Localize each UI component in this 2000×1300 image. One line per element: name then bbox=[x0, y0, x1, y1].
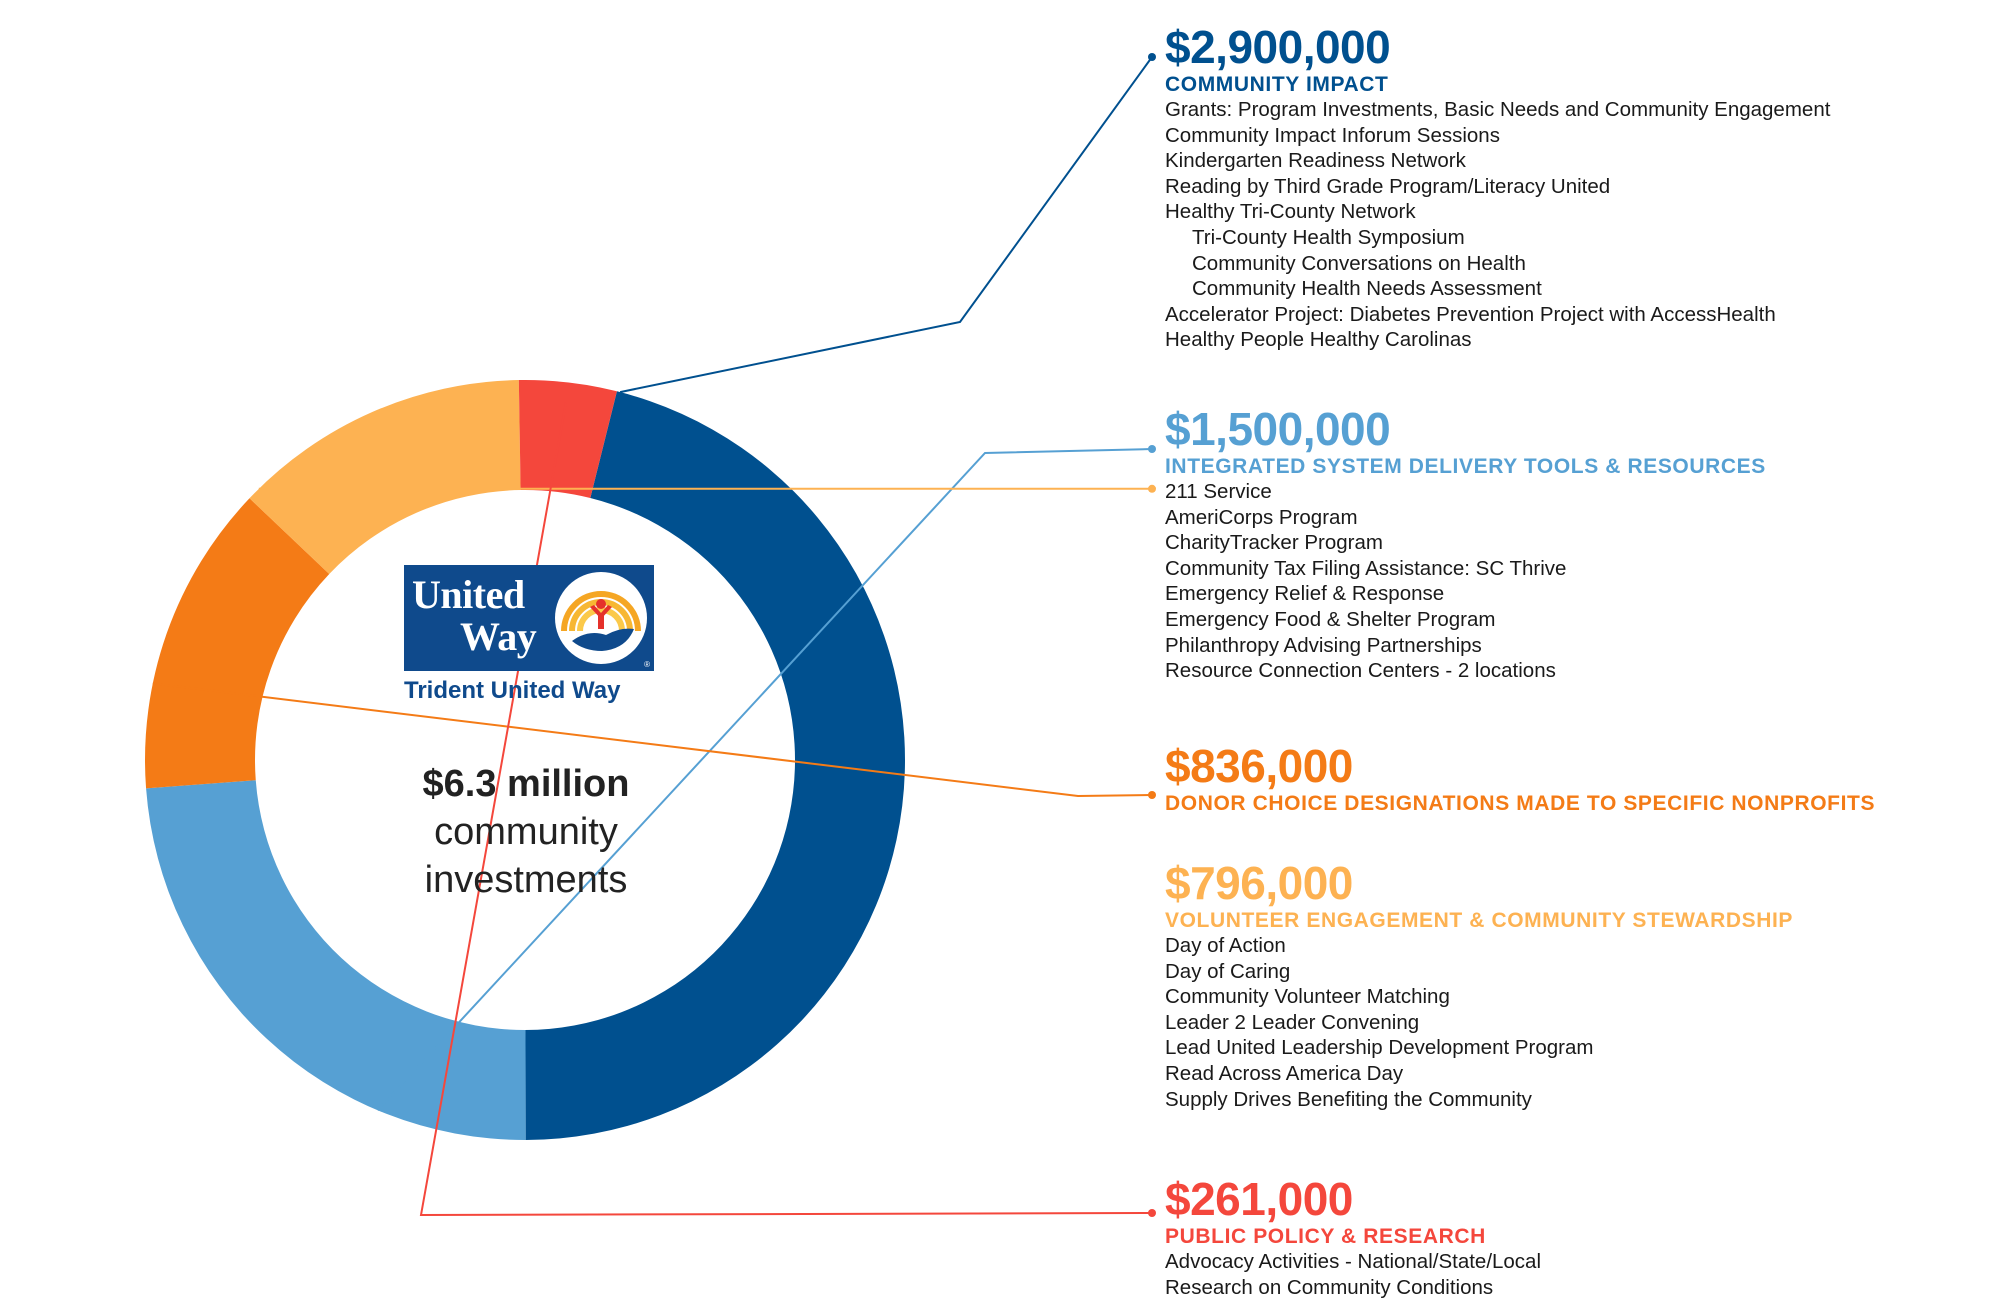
slice-public-policy bbox=[518, 380, 617, 499]
list-item: Grants: Program Investments, Basic Needs… bbox=[1165, 98, 1831, 121]
leader-community-impact-dot bbox=[1148, 53, 1156, 61]
center-total: $6.3 million community investments bbox=[386, 760, 666, 904]
list-item: Day of Action bbox=[1165, 934, 1286, 957]
list-item: Advocacy Activities - National/State/Loc… bbox=[1165, 1250, 1542, 1273]
list-item: Emergency Food & Shelter Program bbox=[1165, 607, 1496, 631]
legend-volunteer: $796,000 VOLUNTEER ENGAGEMENT & COMMUNIT… bbox=[1165, 858, 1985, 1112]
list-item: Healthy Tri-County Network bbox=[1165, 200, 1416, 224]
united-way-logo: United Way ® Trident United Way bbox=[404, 565, 654, 705]
leader-community-impact bbox=[619, 56, 1153, 394]
list-item: Leader 2 Leader Convening bbox=[1165, 1010, 1420, 1034]
list-item: Resource Connection Centers - 2 location… bbox=[1165, 659, 1556, 683]
slice-donor-choice bbox=[145, 498, 330, 789]
registered-mark: ® bbox=[644, 660, 650, 669]
center-amount: $6.3 million bbox=[422, 763, 630, 805]
logo-box: United Way ® bbox=[404, 565, 654, 671]
category-label: PUBLIC POLICY & RESEARCH bbox=[1165, 1225, 1486, 1248]
list-item: Tri-County Health Symposium bbox=[1192, 225, 1465, 249]
list-item: Philanthropy Advising Partnerships bbox=[1165, 633, 1482, 657]
category-label: VOLUNTEER ENGAGEMENT & COMMUNITY STEWARD… bbox=[1165, 909, 1794, 932]
category-label: DONOR CHOICE DESIGNATIONS MADE TO SPECIF… bbox=[1165, 792, 1876, 815]
item-list: Day of Action Day of Caring Community Vo… bbox=[1165, 933, 1985, 1112]
list-item: Kindergarten Readiness Network bbox=[1165, 149, 1466, 173]
slice-integrated-system bbox=[146, 780, 526, 1140]
category-label: INTEGRATED SYSTEM DELIVERY TOOLS & RESOU… bbox=[1165, 455, 1766, 478]
amount-label: $836,000 bbox=[1165, 740, 1353, 792]
amount-label: $796,000 bbox=[1165, 857, 1353, 909]
leader-integrated-system bbox=[376, 448, 1153, 1111]
category-label: COMMUNITY IMPACT bbox=[1165, 73, 1389, 96]
leader-public-policy bbox=[419, 402, 1153, 1217]
legend-community-impact: $2,900,000 COMMUNITY IMPACT Grants: Prog… bbox=[1165, 22, 1985, 353]
list-item: Day of Caring bbox=[1165, 959, 1291, 983]
list-item: Community Tax Filing Assistance: SC Thri… bbox=[1165, 556, 1567, 580]
list-item: Accelerator Project: Diabetes Prevention… bbox=[1165, 302, 1776, 326]
leader-donor-choice-dot bbox=[1148, 791, 1156, 799]
amount-label: $261,000 bbox=[1165, 1173, 1353, 1225]
leader-donor-choice bbox=[152, 682, 1153, 798]
slice-volunteer bbox=[249, 380, 521, 575]
list-item: Supply Drives Benefiting the Community bbox=[1165, 1087, 1532, 1111]
list-item: Community Volunteer Matching bbox=[1165, 985, 1450, 1009]
logo-subtitle: Trident United Way bbox=[404, 677, 621, 704]
logo-word-way: Way bbox=[460, 614, 537, 659]
hand-rainbow-icon bbox=[555, 572, 647, 664]
item-list: Advocacy Activities - National/State/Loc… bbox=[1165, 1249, 1985, 1300]
list-item: Community Conversations on Health bbox=[1192, 251, 1526, 275]
amount-label: $2,900,000 bbox=[1165, 21, 1391, 73]
amount-label: $1,500,000 bbox=[1165, 403, 1391, 455]
legend-public-policy: $261,000 PUBLIC POLICY & RESEARCH Advoca… bbox=[1165, 1174, 1985, 1300]
leader-public-policy-dot bbox=[1148, 1209, 1156, 1217]
legend-donor-choice: $836,000 DONOR CHOICE DESIGNATIONS MADE … bbox=[1165, 741, 1985, 816]
list-item: Community Impact Inforum Sessions bbox=[1165, 123, 1500, 147]
list-item: Healthy People Healthy Carolinas bbox=[1165, 328, 1472, 352]
slice-community-impact bbox=[525, 391, 906, 1140]
list-item: CharityTracker Program bbox=[1165, 531, 1383, 555]
legend-integrated-system: $1,500,000 INTEGRATED SYSTEM DELIVERY TO… bbox=[1165, 404, 1985, 684]
list-item: 211 Service bbox=[1165, 480, 1272, 503]
list-item: Reading by Third Grade Program/Literacy … bbox=[1165, 174, 1611, 198]
list-item: AmeriCorps Program bbox=[1165, 505, 1358, 529]
list-item: Community Health Needs Assessment bbox=[1192, 277, 1542, 301]
center-line-2: investments bbox=[424, 859, 628, 901]
item-list: Grants: Program Investments, Basic Needs… bbox=[1165, 97, 1985, 353]
list-item: Lead United Leadership Development Progr… bbox=[1165, 1036, 1594, 1060]
leader-volunteer-dot bbox=[1148, 484, 1156, 493]
list-item: Emergency Relief & Response bbox=[1165, 582, 1445, 606]
leader-integrated-system-dot bbox=[1148, 445, 1156, 453]
list-item: Research on Community Conditions bbox=[1165, 1275, 1494, 1299]
center-line-1: community bbox=[434, 811, 618, 853]
item-list: 211 Service AmeriCorps Program CharityTr… bbox=[1165, 479, 1985, 684]
list-item: Read Across America Day bbox=[1165, 1061, 1404, 1085]
logo-word-united: United bbox=[412, 572, 525, 617]
